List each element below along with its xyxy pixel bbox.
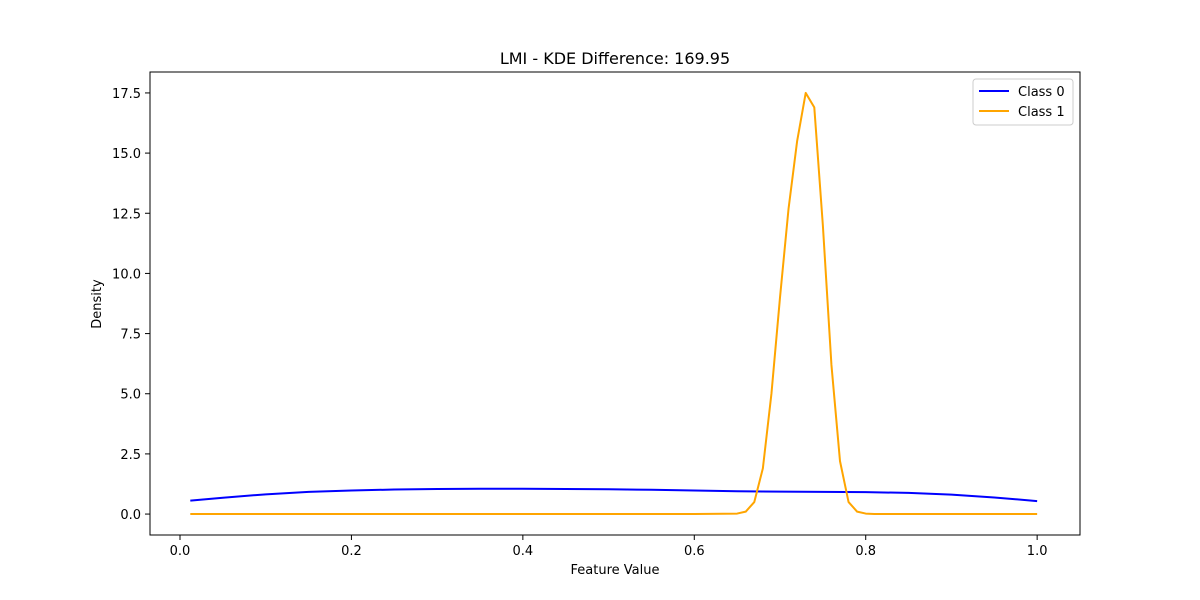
x-tick-label: 0.6 xyxy=(684,544,705,559)
series-line-class-1 xyxy=(190,91,1038,516)
y-tick-label: 0.0 xyxy=(120,508,141,523)
x-tick-label: 0.0 xyxy=(170,544,191,559)
plot-frame xyxy=(149,71,1081,536)
y-tick-label: 2.5 xyxy=(120,448,141,463)
chart-title: LMI - KDE Difference: 169.95 xyxy=(500,49,730,68)
x-tick-label: 1.0 xyxy=(1027,544,1048,559)
y-tick-label: 12.5 xyxy=(112,207,141,222)
x-tick-label: 0.4 xyxy=(513,544,534,559)
x-tick-label: 0.8 xyxy=(855,544,876,559)
series-line-class-0 xyxy=(190,487,1038,503)
legend-label-class-0: Class 0 xyxy=(1018,85,1065,100)
x-axis: 0.0 0.2 0.4 0.6 0.8 1.0 xyxy=(170,535,1048,559)
y-tick-label: 5.0 xyxy=(120,388,141,403)
x-tick-label: 0.2 xyxy=(341,544,362,559)
y-axis-label: Density xyxy=(90,279,105,329)
legend: Class 0 Class 1 xyxy=(972,78,1074,126)
y-axis: 0.0 2.5 5.0 7.5 10.0 12.5 15.0 17.5 xyxy=(112,87,150,523)
y-tick-label: 7.5 xyxy=(120,328,141,343)
y-tick-label: 17.5 xyxy=(112,87,141,102)
series-layer xyxy=(190,91,1038,516)
y-tick-label: 10.0 xyxy=(112,267,141,282)
y-tick-label: 15.0 xyxy=(112,147,141,162)
x-axis-label: Feature Value xyxy=(571,563,660,578)
legend-label-class-1: Class 1 xyxy=(1018,105,1065,120)
